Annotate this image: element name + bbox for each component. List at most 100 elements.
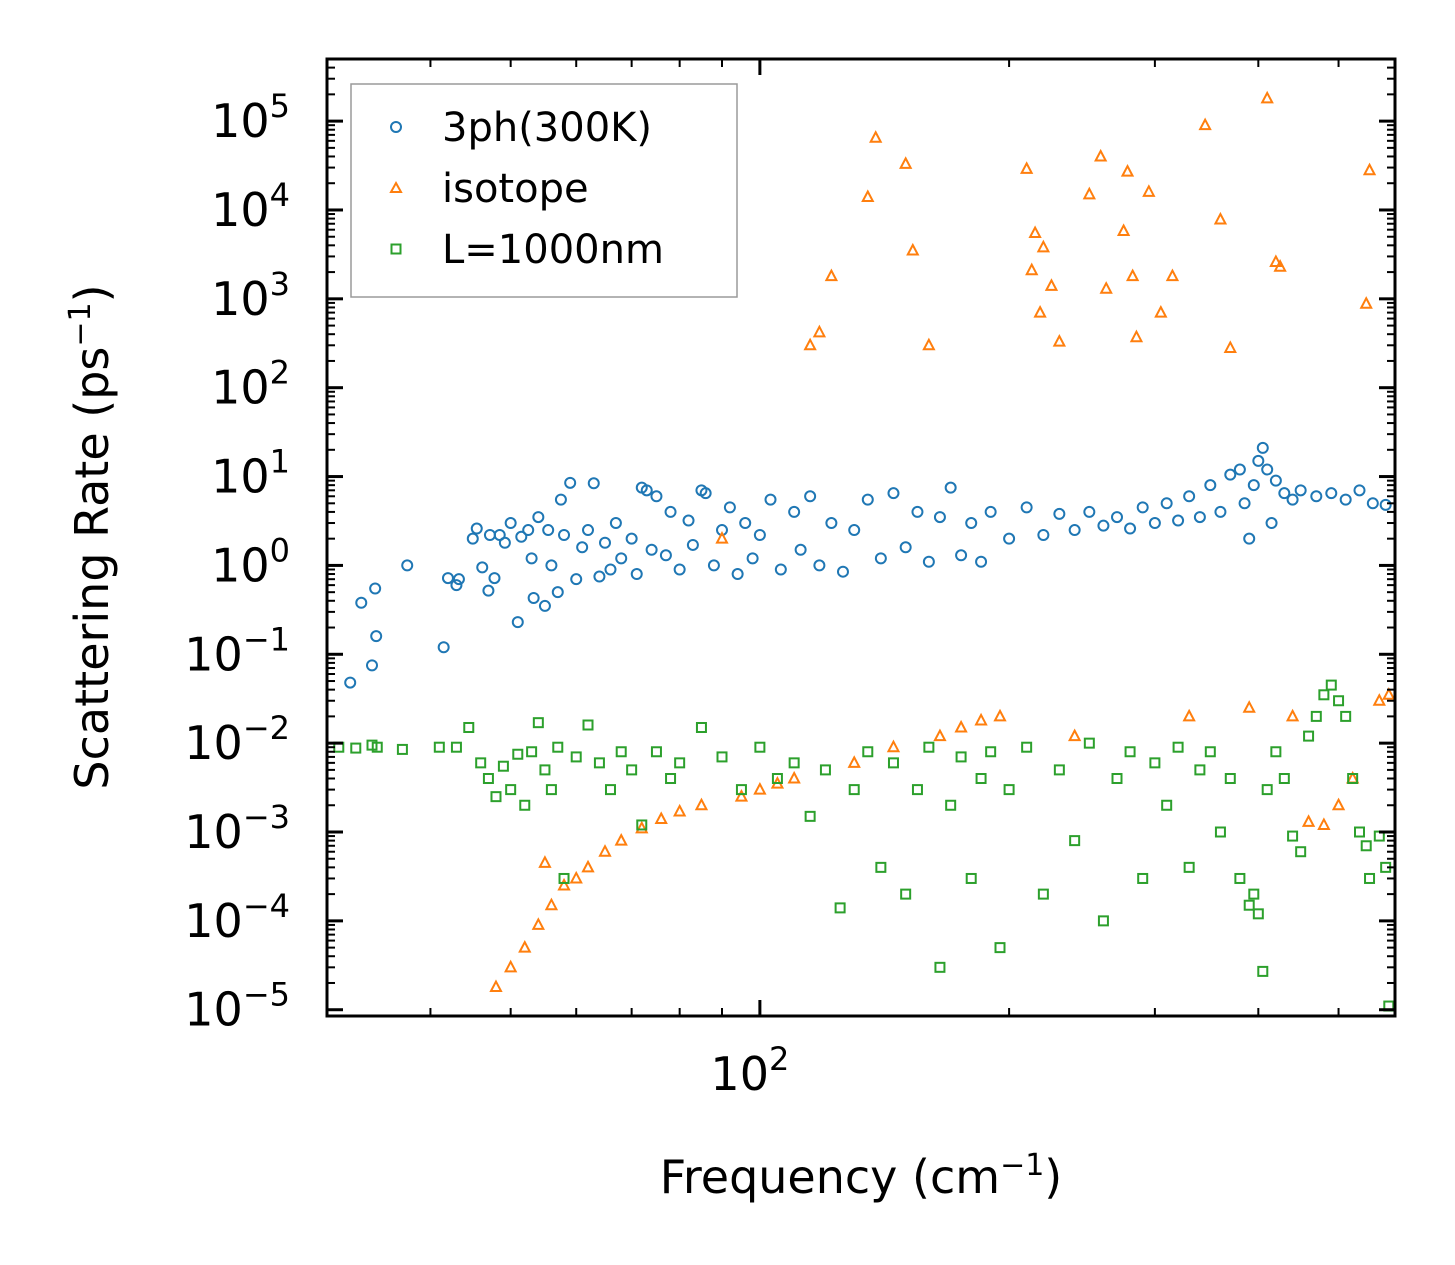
legend-label-3ph: 3ph(300K) — [442, 105, 652, 151]
marker-isotope — [1125, 268, 1140, 282]
marker-3ph — [645, 543, 658, 556]
marker-boundary — [570, 751, 582, 763]
marker-3ph — [504, 517, 517, 530]
marker-3ph — [1247, 479, 1260, 492]
marker-boundary — [475, 757, 487, 769]
marker-3ph — [570, 573, 583, 586]
marker-3ph — [1265, 517, 1278, 530]
marker-3ph — [794, 543, 807, 556]
marker-isotope — [922, 337, 936, 351]
marker-isotope — [1359, 296, 1373, 309]
marker-3ph — [699, 487, 712, 500]
marker-3ph — [587, 477, 600, 490]
marker-isotope — [1019, 161, 1034, 174]
y-tick-label: 10−5 — [184, 976, 290, 1037]
marker-boundary — [593, 757, 605, 769]
marker-boundary — [1161, 799, 1173, 811]
marker-3ph — [1233, 463, 1246, 476]
marker-3ph — [1172, 514, 1185, 527]
marker-3ph — [1214, 505, 1227, 518]
marker-isotope — [614, 832, 628, 846]
marker-boundary — [1111, 773, 1123, 785]
marker-3ph — [1020, 501, 1033, 514]
marker-boundary — [900, 888, 912, 900]
marker-3ph — [604, 563, 617, 576]
marker-3ph — [764, 493, 777, 506]
marker-3ph — [551, 586, 564, 599]
marker-3ph — [538, 599, 551, 612]
marker-3ph — [615, 552, 628, 565]
marker-isotope — [1372, 693, 1386, 706]
marker-isotope — [1285, 708, 1300, 722]
marker-isotope — [993, 708, 1007, 722]
data-series-layer — [333, 90, 1395, 1012]
marker-3ph — [630, 568, 643, 581]
marker-boundary — [582, 719, 594, 731]
marker-3ph — [542, 524, 555, 537]
marker-isotope — [1198, 117, 1212, 131]
marker-isotope — [1301, 814, 1316, 827]
marker-3ph — [511, 616, 524, 629]
marker-isotope — [569, 870, 583, 884]
marker-3ph — [731, 568, 744, 581]
marker-3ph — [1286, 493, 1299, 506]
marker-3ph — [482, 584, 495, 597]
marker-3ph — [452, 573, 465, 586]
marker-3ph — [874, 552, 887, 565]
marker-3ph — [1252, 454, 1265, 467]
series-1 — [344, 441, 1392, 689]
marker-isotope — [1129, 329, 1144, 343]
y-tick-label: 101 — [211, 443, 290, 504]
marker-boundary — [552, 741, 564, 753]
marker-isotope — [598, 844, 612, 857]
marker-3ph — [746, 552, 759, 565]
marker-boundary — [1325, 679, 1337, 691]
marker-boundary — [834, 902, 846, 914]
series-2 — [489, 90, 1395, 993]
marker-isotope — [1099, 281, 1113, 294]
marker-boundary — [665, 773, 677, 785]
marker-boundary — [1354, 826, 1366, 838]
marker-boundary — [735, 784, 747, 796]
marker-3ph — [1160, 497, 1173, 510]
y-tick-label: 105 — [211, 87, 290, 148]
marker-3ph — [554, 493, 567, 506]
marker-boundary — [1340, 710, 1352, 722]
marker-3ph — [774, 563, 787, 576]
marker-3ph — [576, 541, 589, 554]
marker-isotope — [1067, 728, 1082, 742]
marker-3ph — [450, 579, 463, 592]
marker-3ph — [532, 511, 545, 524]
marker-3ph — [955, 549, 968, 562]
marker-3ph — [944, 481, 957, 494]
marker-3ph — [1310, 490, 1323, 503]
marker-boundary — [1097, 915, 1109, 927]
marker-boundary — [1083, 737, 1095, 749]
marker-boundary — [490, 791, 502, 803]
marker-3ph — [899, 541, 912, 554]
marker-isotope — [1120, 163, 1135, 177]
marker-boundary — [1124, 746, 1136, 758]
marker-3ph — [593, 570, 606, 583]
marker-isotope — [557, 877, 571, 891]
marker-boundary — [1310, 710, 1322, 722]
marker-3ph — [522, 524, 535, 537]
marker-3ph — [1003, 532, 1016, 545]
marker-3ph — [1148, 517, 1161, 530]
marker-boundary — [1149, 757, 1161, 769]
marker-isotope — [544, 897, 559, 911]
marker-boundary — [1347, 773, 1359, 785]
marker-3ph — [707, 559, 720, 572]
marker-3ph — [369, 582, 382, 595]
marker-boundary — [1214, 826, 1226, 838]
marker-isotope — [812, 324, 827, 338]
y-tick-label: 10−1 — [184, 620, 290, 681]
marker-isotope — [869, 130, 883, 143]
marker-3ph — [476, 561, 489, 574]
marker-3ph — [650, 490, 663, 503]
marker-boundary — [955, 751, 967, 763]
marker-boundary — [1021, 741, 1033, 753]
marker-boundary — [875, 861, 887, 873]
marker-3ph — [1136, 501, 1149, 514]
